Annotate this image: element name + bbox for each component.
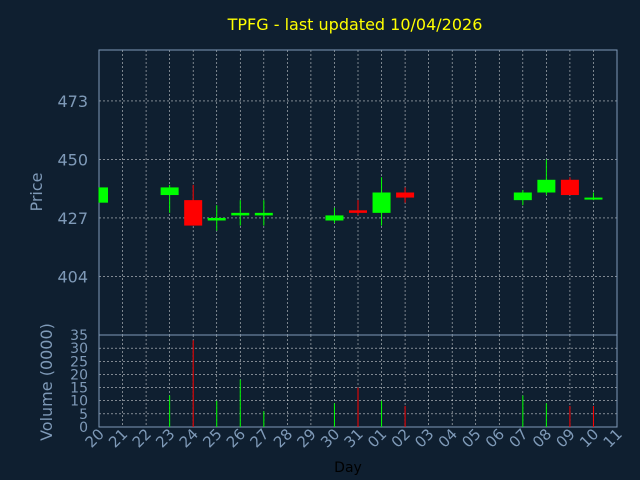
candle-body <box>99 187 108 203</box>
candle-body <box>396 192 415 198</box>
price-tick-label: 404 <box>57 267 88 286</box>
volume-axis-label: Volume (0000) <box>37 323 56 441</box>
day-tick-label: 29 <box>294 425 320 451</box>
candle-body <box>584 197 603 200</box>
candle-body <box>254 212 273 216</box>
price-tick-label: 450 <box>57 150 88 169</box>
day-tick-label: 31 <box>341 425 367 451</box>
day-tick-label: 06 <box>482 425 508 451</box>
candle-body <box>560 179 579 196</box>
price-tick-label: 427 <box>57 209 88 228</box>
candle-body <box>325 215 344 221</box>
day-tick-label: 23 <box>152 425 178 451</box>
price-tick-label: 473 <box>57 92 88 111</box>
day-tick-label: 24 <box>176 425 202 451</box>
candle-body <box>537 179 556 193</box>
volume-panel: 0510152025303520212223242526272829303101… <box>70 328 626 451</box>
day-tick-label: 30 <box>317 425 343 451</box>
day-tick-label: 25 <box>199 425 225 451</box>
volume-tick-label: 5 <box>79 407 88 423</box>
candle-body <box>349 210 367 213</box>
day-tick-label: 28 <box>270 425 296 451</box>
volume-tick-label: 20 <box>70 367 88 383</box>
price-axis-label: Price <box>27 172 46 211</box>
day-tick-label: 08 <box>529 425 555 451</box>
volume-tick-label: 25 <box>70 354 88 370</box>
day-tick-label: 21 <box>105 425 131 451</box>
day-tick-label: 09 <box>553 425 579 451</box>
candle-body <box>513 192 532 201</box>
candle-body <box>207 217 226 221</box>
day-tick-label: 27 <box>246 425 272 451</box>
day-tick-label: 26 <box>223 425 249 451</box>
day-tick-label: 02 <box>388 425 414 451</box>
volume-tick-label: 30 <box>70 341 88 357</box>
day-tick-label: 01 <box>364 425 390 451</box>
day-tick-label: 22 <box>129 425 155 451</box>
day-tick-label: 10 <box>576 425 602 451</box>
price-panel: 404 427 450 473 <box>57 49 618 336</box>
candle-body <box>372 192 391 213</box>
candle-body <box>160 187 179 196</box>
volume-tick-label: 15 <box>70 381 88 397</box>
day-tick-label: 04 <box>435 425 461 451</box>
candle-body <box>231 212 250 216</box>
day-tick-label: 05 <box>458 425 484 451</box>
day-tick-label: 11 <box>600 425 626 451</box>
volume-tick-label: 10 <box>70 394 88 410</box>
day-tick-label: 07 <box>505 425 531 451</box>
x-axis-label: Day <box>334 460 362 476</box>
volume-tick-label: 35 <box>70 328 88 344</box>
chart-title: TPFG - last updated 10/04/2026 <box>227 15 483 34</box>
volume-tick-label: 0 <box>79 420 88 436</box>
candle-body <box>184 200 203 226</box>
day-tick-label: 03 <box>411 425 437 451</box>
